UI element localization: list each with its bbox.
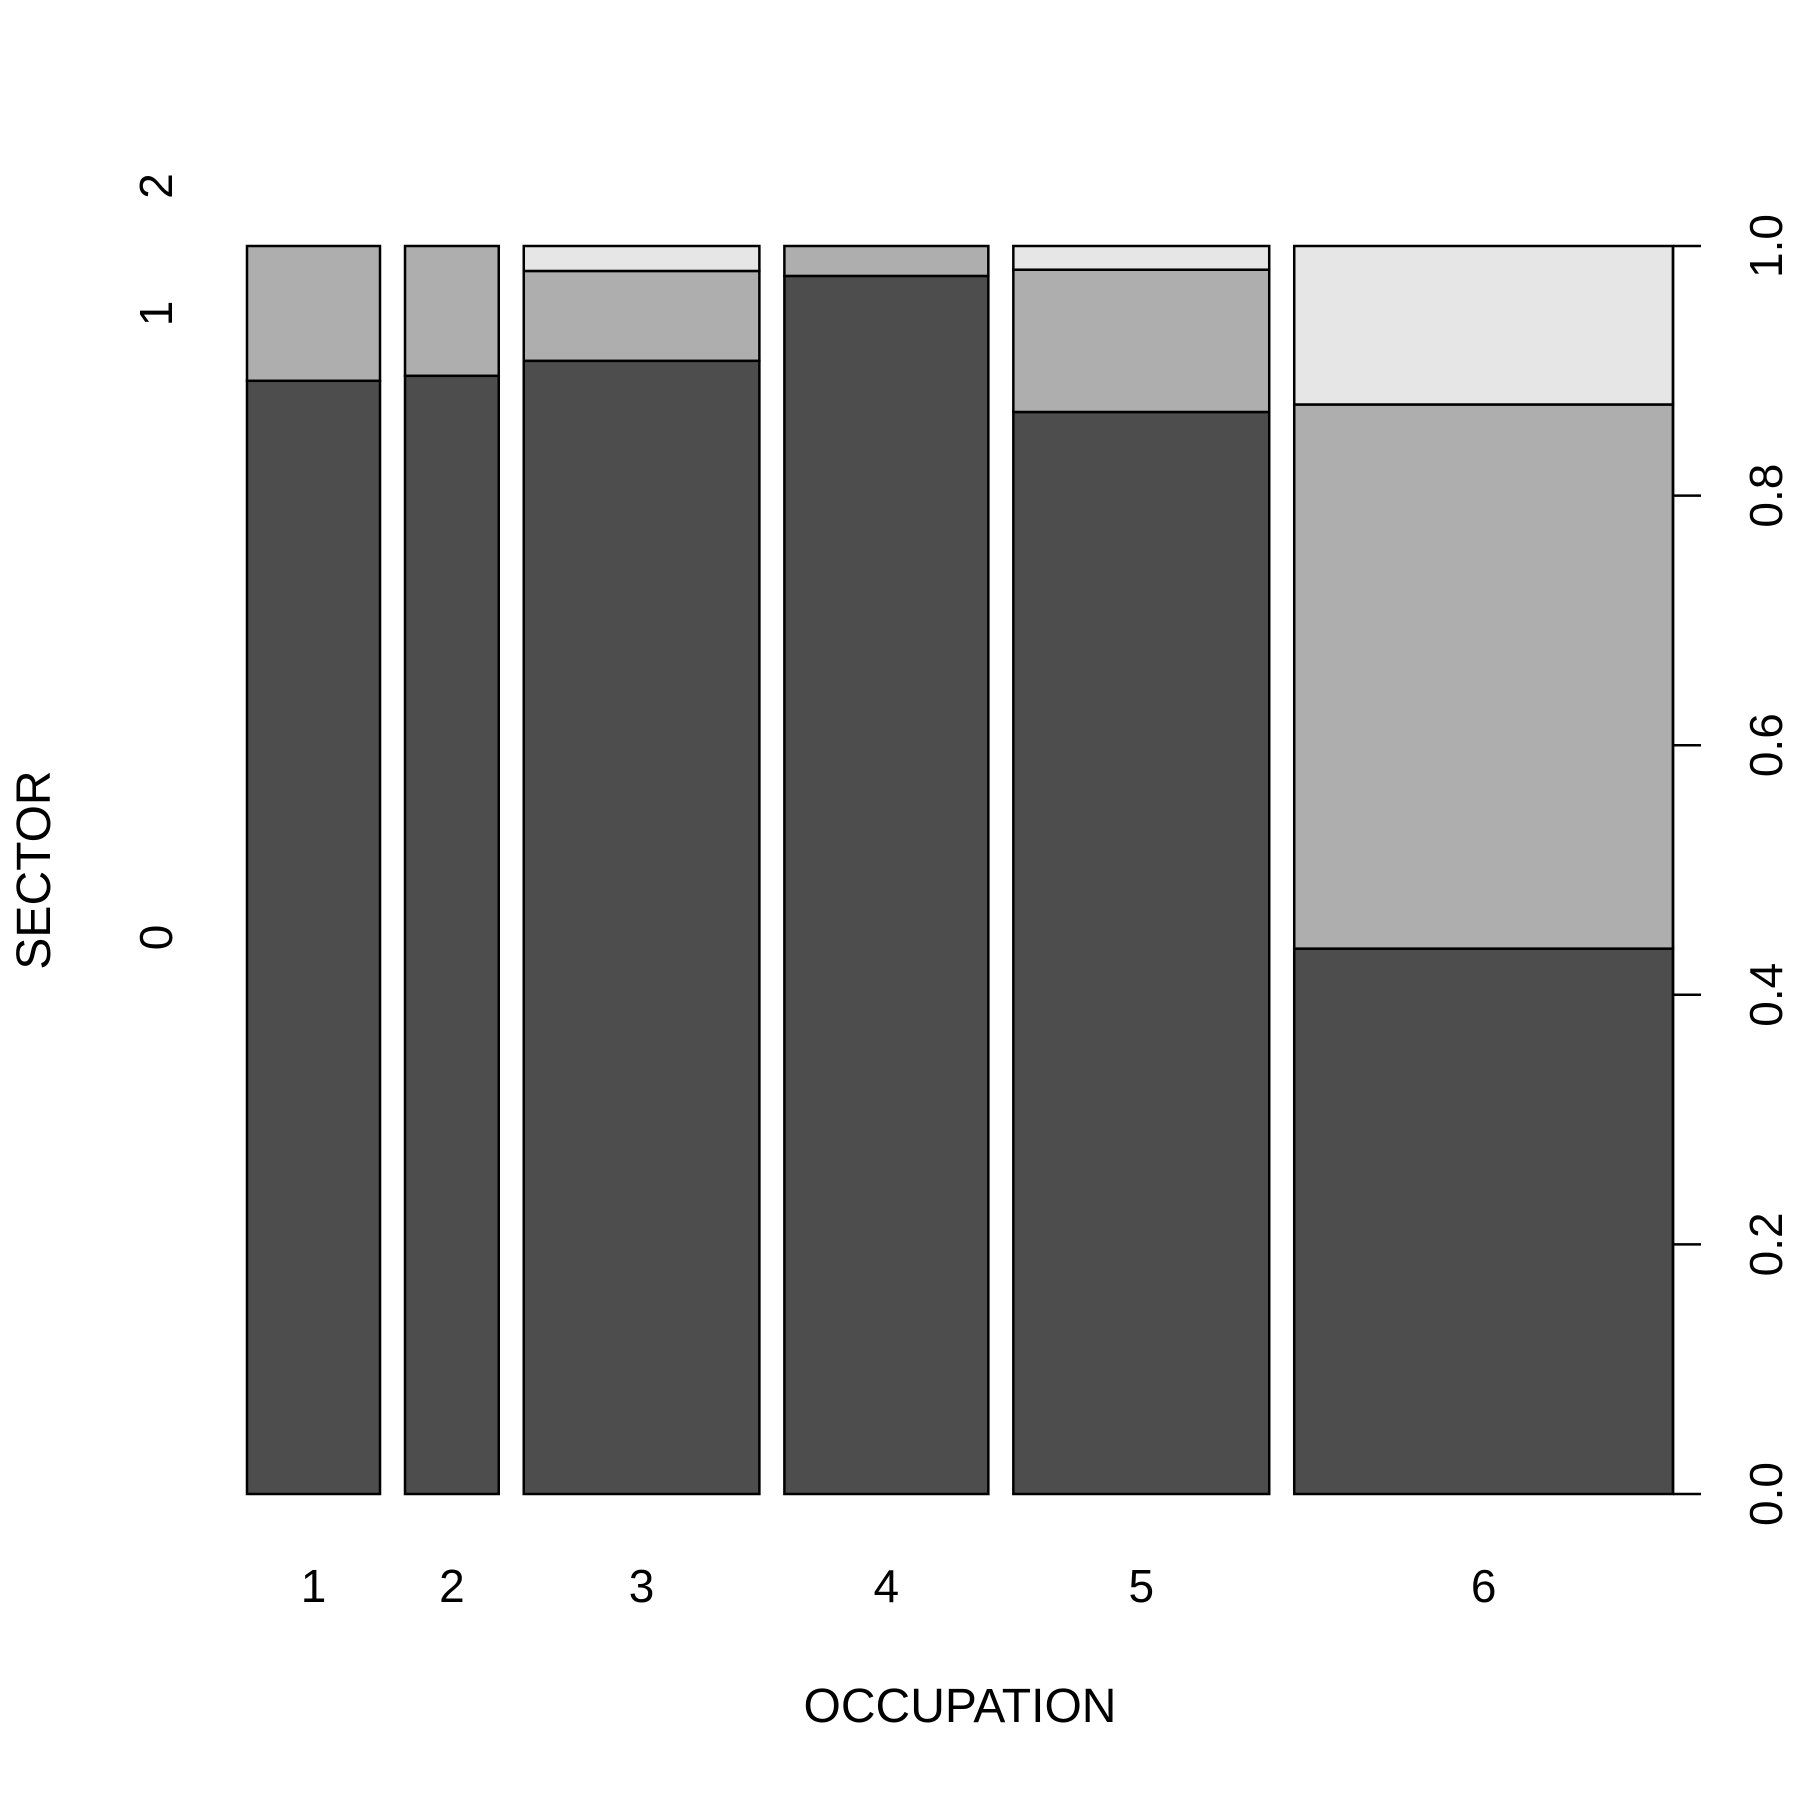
x-tick-label-4: 4 [874,1560,900,1612]
bar-segment-occ2-sector0 [403,374,501,1496]
x-axis-labels: 1 2 3 4 5 6 [301,1560,1497,1612]
x-tick-label-3: 3 [629,1560,655,1612]
bar-segment-occ3-sector0 [522,359,761,1496]
bar-segment-occ6-sector0 [1292,947,1675,1496]
bar-segment-occ6-sector2 [1292,244,1675,406]
x-tick-label-1: 1 [301,1560,327,1612]
bar-segment-occ4-sector0 [783,274,990,1496]
bar-segment-occ5-sector2 [1012,244,1271,271]
bar-segment-occ4-sector1 [783,244,990,278]
left-axis-labels: 0 1 2 [130,173,182,950]
right-tick-label-1.0: 1.0 [1740,214,1792,278]
bar-segment-occ3-sector1 [522,269,761,363]
x-tick-label-5: 5 [1128,1560,1154,1612]
x-axis-title: OCCUPATION [804,1680,1117,1733]
right-tick-label-0.4: 0.4 [1740,963,1792,1027]
bar-segment-occ2-sector1 [403,244,501,378]
x-tick-label-6: 6 [1471,1560,1497,1612]
sector-level-label-0: 0 [130,925,182,951]
right-tick-label-0.2: 0.2 [1740,1212,1792,1276]
bar-segment-occ1-sector0 [245,379,382,1496]
right-tick-label-0.8: 0.8 [1740,464,1792,528]
bars-group [245,244,1675,1496]
bar-segment-occ3-sector2 [522,244,761,273]
bar-segment-occ5-sector0 [1012,410,1271,1496]
x-tick-label-2: 2 [439,1560,465,1612]
right-tick-label-0.0: 0.0 [1740,1462,1792,1526]
bar-segment-occ1-sector1 [245,244,382,383]
bar-segment-occ5-sector1 [1012,268,1271,414]
sector-level-label-2: 2 [130,173,182,199]
sector-level-label-1: 1 [130,301,182,327]
bar-segment-occ6-sector1 [1292,403,1675,950]
y-axis-title: SECTOR [8,770,61,969]
right-tick-label-0.6: 0.6 [1740,713,1792,777]
right-axis: 0.0 0.2 0.4 0.6 0.8 1.0 [1671,214,1792,1526]
